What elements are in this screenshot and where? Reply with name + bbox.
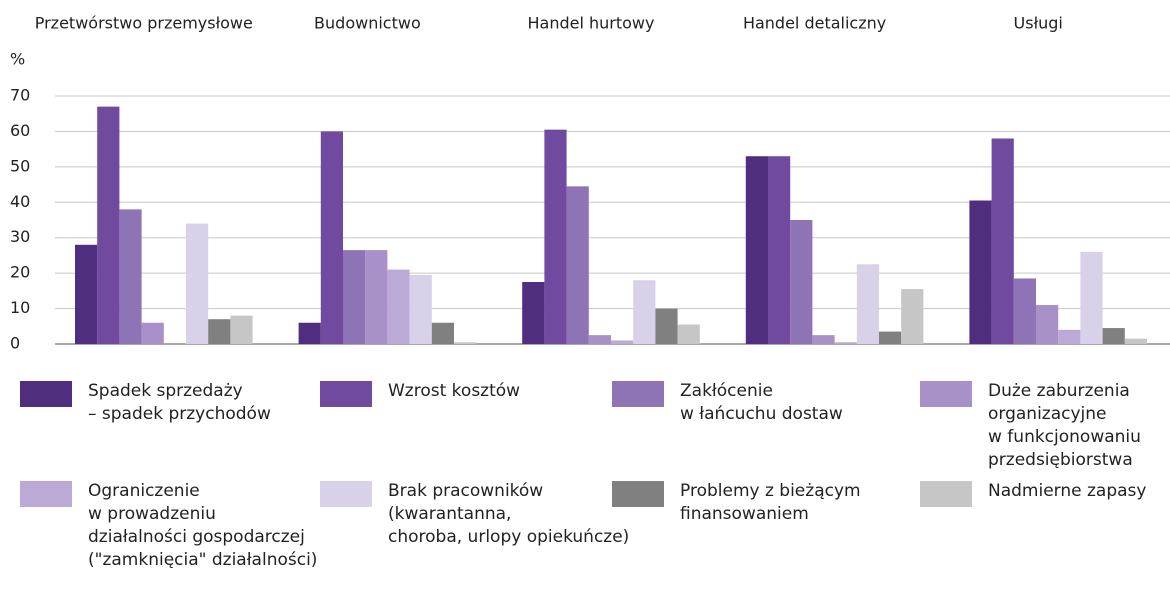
bar (856, 264, 879, 344)
bar (790, 220, 813, 344)
bar (611, 340, 634, 344)
bar (901, 289, 924, 344)
legend-swatch (320, 381, 372, 407)
bar (454, 342, 477, 344)
legend-label: Brak pracowników (kwarantanna, choroba, … (388, 481, 630, 547)
bar (230, 315, 253, 344)
bar (879, 331, 902, 344)
category-label: Budownictwo (314, 14, 421, 33)
legend-label: Wzrost kosztów (388, 381, 521, 401)
legend-swatch (612, 381, 664, 407)
bar (409, 274, 432, 344)
bar (588, 335, 611, 344)
bar (677, 324, 700, 344)
bar (208, 319, 231, 344)
bar (431, 322, 454, 344)
legend-swatch (20, 381, 72, 407)
y-tick-label: 10 (10, 298, 30, 317)
legend-label: Ograniczenie w prowadzeniu działalności … (88, 481, 318, 570)
bar (768, 156, 791, 344)
bar (566, 186, 589, 344)
y-tick-label: 70 (10, 86, 30, 105)
y-tick-label: 30 (10, 227, 30, 246)
bar (298, 322, 321, 344)
legend-label: Problemy z bieżącym finansowaniem (680, 481, 861, 524)
bar (387, 269, 410, 344)
bar (834, 342, 857, 344)
bar (1102, 328, 1125, 344)
y-tick-label: 40 (10, 192, 30, 211)
bar (1124, 338, 1147, 344)
legend-swatch (612, 481, 664, 507)
bar (745, 156, 768, 344)
bar (75, 244, 98, 344)
legend-label: Zakłócenie w łańcuchu dostaw (680, 381, 843, 424)
category-label: Handel detaliczny (743, 14, 886, 33)
bar (1013, 278, 1036, 344)
bar (812, 335, 835, 344)
bar (969, 200, 992, 344)
bar (365, 250, 388, 344)
bar (119, 209, 142, 344)
bar (544, 129, 567, 344)
bar (343, 250, 366, 344)
bar (186, 223, 209, 344)
bar (1036, 305, 1059, 344)
bar (320, 131, 343, 344)
y-tick-label: 0 (10, 334, 20, 353)
bar (633, 280, 656, 344)
y-tick-label: 20 (10, 263, 30, 282)
bar (1080, 251, 1103, 344)
legend-swatch (920, 381, 972, 407)
y-axis-label: % (10, 50, 25, 69)
category-label: Handel hurtowy (528, 14, 655, 33)
legend-label: Spadek sprzedaży – spadek przychodów (88, 381, 271, 424)
bar (141, 322, 164, 344)
y-tick-label: 60 (10, 121, 30, 140)
category-label: Usługi (1014, 14, 1063, 33)
category-label: Przetwórstwo przemysłowe (35, 14, 253, 33)
legend-label: Nadmierne zapasy (988, 481, 1147, 501)
legend-swatch (920, 481, 972, 507)
bar (991, 138, 1014, 344)
bar (522, 282, 545, 344)
legend-label: Duże zaburzenia organizacyjne w funkcjon… (988, 381, 1141, 470)
chart: % 0 10 20 30 40 50 60 70 Przetwórstwo przemysłow… (10, 14, 1170, 353)
bar (1058, 329, 1081, 344)
bar (655, 308, 678, 344)
legend-swatch (320, 481, 372, 507)
bar (97, 106, 120, 344)
y-tick-label: 50 (10, 156, 30, 175)
legend-swatch (20, 481, 72, 507)
